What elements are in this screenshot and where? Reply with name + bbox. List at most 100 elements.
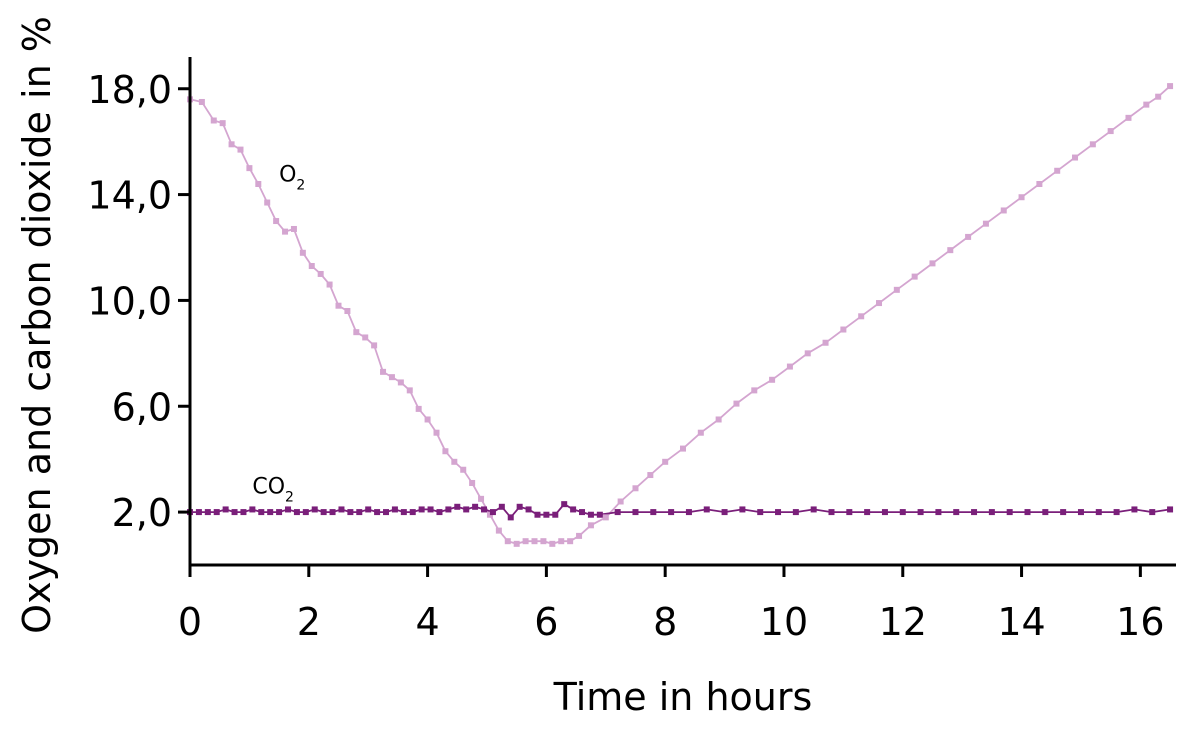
- data-point-o2: [388, 374, 395, 381]
- data-point-o2: [715, 416, 722, 423]
- data-point-o2: [965, 233, 972, 240]
- data-point-o2: [576, 532, 583, 539]
- data-point-co2: [249, 506, 256, 513]
- data-point-co2: [864, 509, 871, 516]
- data-point-o2: [602, 514, 609, 521]
- data-point-o2: [478, 495, 485, 502]
- data-point-co2: [757, 509, 764, 516]
- data-point-co2: [445, 506, 452, 513]
- x-tick-label: 2: [297, 600, 321, 644]
- data-point-co2: [267, 509, 274, 516]
- data-point-co2: [285, 506, 292, 513]
- data-point-o2: [397, 379, 404, 386]
- data-point-co2: [258, 509, 265, 516]
- data-point-o2: [495, 527, 502, 534]
- data-point-co2: [302, 509, 309, 516]
- data-point-co2: [507, 514, 514, 521]
- data-point-o2: [893, 286, 900, 293]
- x-tick-label: 6: [534, 600, 558, 644]
- data-point-co2: [1113, 509, 1120, 516]
- data-point-o2: [1143, 101, 1150, 108]
- y-tick-label: 2,0: [112, 491, 172, 535]
- data-point-co2: [810, 506, 817, 513]
- data-point-o2: [246, 165, 253, 172]
- data-point-co2: [1131, 506, 1138, 513]
- data-point-o2: [549, 540, 556, 547]
- data-point-o2: [460, 466, 467, 473]
- data-point-o2: [662, 458, 669, 465]
- x-tick-label: 10: [760, 600, 808, 644]
- data-point-co2: [971, 509, 978, 516]
- data-point-co2: [953, 509, 960, 516]
- x-tick-label: 0: [178, 600, 202, 644]
- data-point-co2: [1060, 509, 1067, 516]
- data-point-o2: [1089, 141, 1096, 148]
- data-point-o2: [255, 181, 262, 187]
- data-point-o2: [273, 218, 280, 225]
- data-point-co2: [374, 509, 381, 516]
- data-point-o2: [1155, 93, 1162, 100]
- data-point-co2: [498, 503, 505, 510]
- data-point-o2: [858, 313, 865, 320]
- data-point-co2: [231, 509, 238, 516]
- data-point-o2: [210, 117, 217, 124]
- data-point-co2: [525, 506, 532, 513]
- data-point-co2: [329, 509, 336, 516]
- y-axis-title: Oxygen and carbon dioxide in %: [15, 16, 59, 634]
- data-point-co2: [1006, 509, 1013, 516]
- data-point-co2: [596, 511, 603, 518]
- data-point-co2: [739, 506, 746, 513]
- data-point-co2: [436, 509, 443, 516]
- data-point-o2: [433, 429, 440, 436]
- data-point-co2: [391, 506, 398, 513]
- data-point-o2: [876, 300, 883, 307]
- y-tick-label: 18,0: [87, 68, 172, 112]
- data-point-o2: [822, 339, 829, 346]
- data-point-co2: [828, 509, 835, 516]
- data-point-o2: [415, 405, 422, 412]
- data-point-o2: [1072, 154, 1079, 161]
- data-point-co2: [489, 509, 496, 516]
- data-point-co2: [1095, 509, 1102, 516]
- data-point-co2: [534, 511, 541, 518]
- data-point-co2: [792, 509, 799, 516]
- data-point-o2: [198, 98, 205, 105]
- data-point-co2: [347, 509, 354, 516]
- data-point-co2: [427, 506, 434, 513]
- data-point-co2: [213, 509, 220, 516]
- axes: [188, 57, 1176, 567]
- data-point-co2: [846, 509, 853, 516]
- data-point-co2: [703, 506, 710, 513]
- data-point-o2: [632, 485, 639, 492]
- data-point-co2: [935, 509, 942, 516]
- data-point-co2: [632, 509, 639, 516]
- data-point-o2: [751, 387, 758, 394]
- data-point-o2: [335, 302, 342, 309]
- data-point-o2: [282, 228, 289, 235]
- data-point-o2: [947, 247, 954, 254]
- data-point-o2: [558, 538, 565, 545]
- data-point-o2: [982, 220, 989, 227]
- data-point-co2: [1042, 509, 1049, 516]
- data-point-o2: [504, 538, 511, 545]
- data-point-co2: [650, 509, 657, 516]
- data-point-o2: [371, 342, 378, 349]
- data-point-co2: [516, 503, 523, 510]
- data-point-o2: [1018, 194, 1025, 201]
- data-point-o2: [406, 387, 413, 394]
- data-point-o2: [442, 448, 449, 455]
- data-point-co2: [668, 509, 675, 516]
- data-point-co2: [1167, 506, 1174, 513]
- series-lines: [189, 85, 1171, 545]
- data-point-co2: [552, 511, 559, 518]
- data-point-o2: [680, 445, 686, 452]
- ticks: 0 2 4 6 8 10 12 14 16 2,0 6,0 10,0 14,0 18,0: [87, 68, 1164, 644]
- data-point-o2: [587, 522, 594, 529]
- data-point-o2: [237, 146, 244, 153]
- data-point-co2: [454, 503, 461, 510]
- y-tick-label: 10,0: [87, 279, 172, 323]
- data-point-o2: [1000, 207, 1007, 214]
- data-point-co2: [685, 509, 692, 516]
- data-point-o2: [353, 329, 360, 336]
- data-point-co2: [579, 509, 586, 516]
